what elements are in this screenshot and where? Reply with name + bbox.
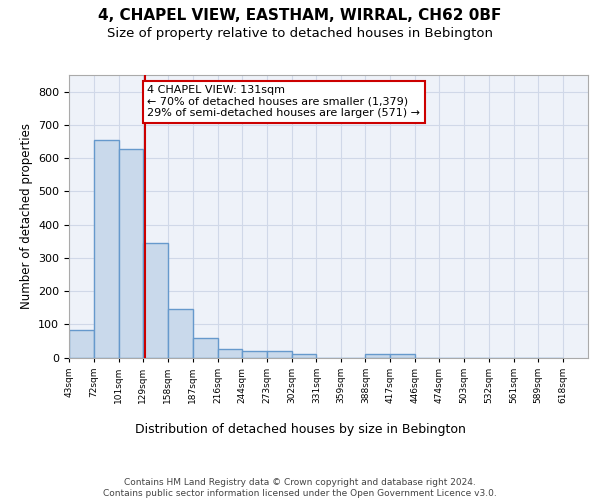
Bar: [365, 354, 391, 358]
Text: 4 CHAPEL VIEW: 131sqm
← 70% of detached houses are smaller (1,379)
29% of semi-d: 4 CHAPEL VIEW: 131sqm ← 70% of detached …: [147, 85, 420, 118]
Bar: [143, 243, 168, 358]
Bar: [292, 354, 316, 358]
Text: 4, CHAPEL VIEW, EASTHAM, WIRRAL, CH62 0BF: 4, CHAPEL VIEW, EASTHAM, WIRRAL, CH62 0B…: [98, 8, 502, 22]
Text: Contains HM Land Registry data © Crown copyright and database right 2024.
Contai: Contains HM Land Registry data © Crown c…: [103, 478, 497, 498]
Bar: [266, 351, 292, 358]
Text: Size of property relative to detached houses in Bebington: Size of property relative to detached ho…: [107, 28, 493, 40]
Bar: [69, 330, 94, 357]
Bar: [168, 310, 193, 358]
Bar: [94, 140, 119, 358]
Text: Distribution of detached houses by size in Bebington: Distribution of detached houses by size …: [134, 422, 466, 436]
Bar: [391, 354, 415, 358]
Bar: [193, 338, 218, 357]
Bar: [218, 349, 242, 358]
Y-axis label: Number of detached properties: Number of detached properties: [20, 123, 32, 309]
Bar: [242, 351, 266, 358]
Bar: [119, 149, 143, 358]
